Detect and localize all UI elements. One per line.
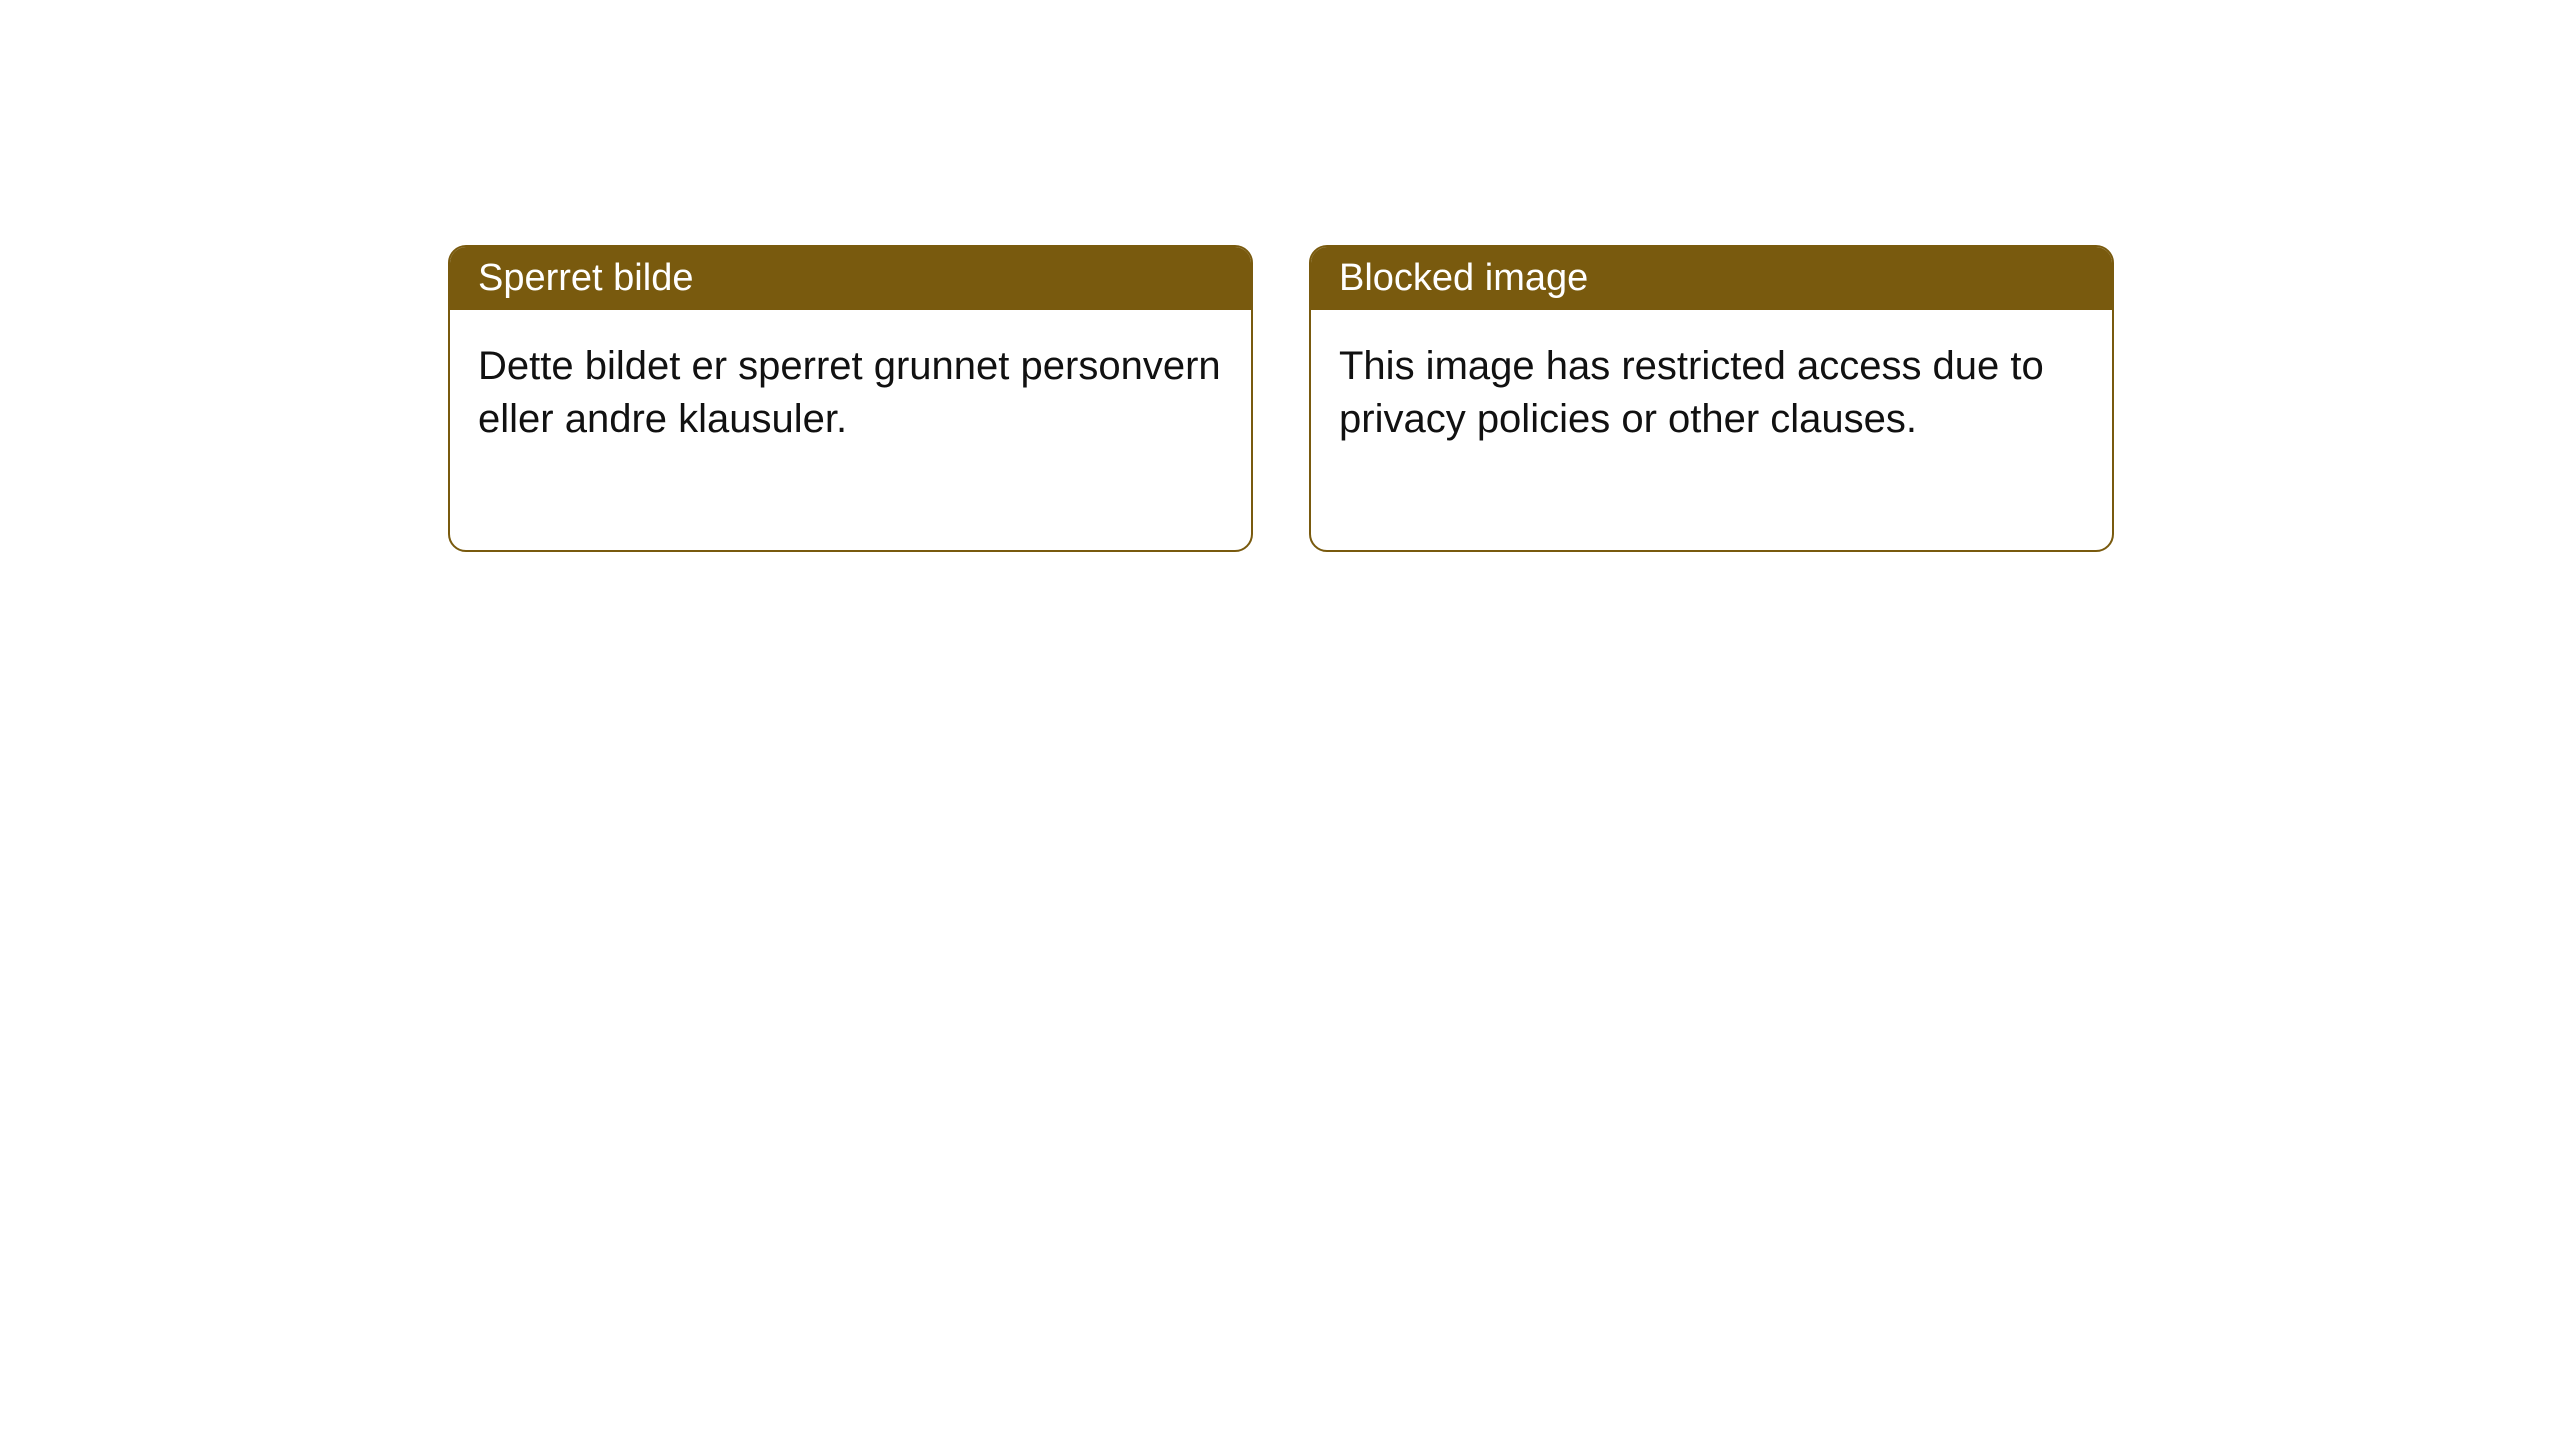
blocked-image-card-en: Blocked image This image has restricted …	[1309, 245, 2114, 552]
blocked-image-notice-container: Sperret bilde Dette bildet er sperret gr…	[448, 245, 2114, 552]
card-title: Blocked image	[1339, 257, 1588, 299]
blocked-image-card-no: Sperret bilde Dette bildet er sperret gr…	[448, 245, 1253, 552]
card-title: Sperret bilde	[478, 257, 693, 299]
card-body-text: This image has restricted access due to …	[1339, 344, 2044, 441]
card-body: Dette bildet er sperret grunnet personve…	[450, 310, 1251, 550]
card-body: This image has restricted access due to …	[1311, 310, 2112, 550]
card-header: Blocked image	[1311, 247, 2112, 310]
card-body-text: Dette bildet er sperret grunnet personve…	[478, 344, 1221, 441]
card-header: Sperret bilde	[450, 247, 1251, 310]
